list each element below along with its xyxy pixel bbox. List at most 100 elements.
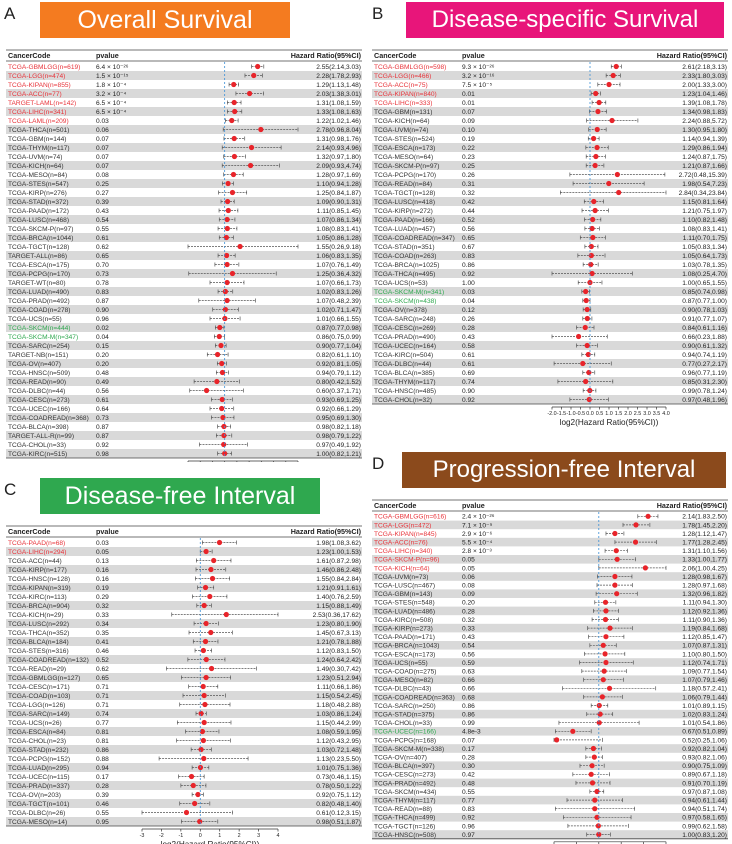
pvalue-label: 2.8 × 10⁻³ xyxy=(462,548,492,555)
hazard-ratio-point xyxy=(229,270,236,277)
hazard-ratio-label: 0.85(0.74,0.98) xyxy=(682,289,727,296)
hazard-ratio-label: 1.28(0.98,1.67) xyxy=(682,574,727,581)
pvalue-label: 0.05 xyxy=(462,557,475,564)
pvalue-label: 0.54 xyxy=(462,643,475,650)
hazard-ratio-point xyxy=(225,198,231,205)
pvalue-label: 9.3 × 10⁻²⁶ xyxy=(462,64,495,71)
hazard-ratio-label: 2.09(0.93,4.74) xyxy=(316,163,361,170)
hazard-ratio-label: 0.92(0.81,1.05) xyxy=(316,361,361,368)
row-stripe xyxy=(372,287,728,296)
cancer-code-label: TCGA-COADREAD(n=368) xyxy=(8,415,89,422)
pvalue-label: 0.10 xyxy=(462,127,475,134)
cancer-code-label: TCGA-UVM(n=73) xyxy=(374,574,428,581)
cancer-code-label: TCGA-BRCA(n=1044) xyxy=(8,235,73,242)
pvalue-label: 0.54 xyxy=(96,217,109,224)
hazard-ratio-point xyxy=(591,135,597,142)
hazard-ratio-label: 0.91(0.70,1.19) xyxy=(682,780,727,787)
hazard-ratio-label: 0.94(0.74,1.19) xyxy=(682,352,727,359)
pvalue-label: 0.07 xyxy=(96,136,109,143)
hazard-ratio-label: 1.00(0.83,1.20) xyxy=(682,832,727,839)
pvalue-label: 0.77 xyxy=(96,720,109,727)
row-stripe xyxy=(372,341,728,350)
cancer-code-label: TCGA-BLCA(n=184) xyxy=(8,639,69,646)
hazard-ratio-point xyxy=(222,288,228,295)
pvalue-label: 0.86 xyxy=(462,712,475,719)
hazard-ratio-label: 1.09(0.90,1.31) xyxy=(316,199,361,206)
pvalue-label: 0.17 xyxy=(462,746,475,753)
header-cancer-code: CancerCode xyxy=(8,51,50,60)
hazard-ratio-point xyxy=(584,342,590,349)
hazard-ratio-label: 1.08(0.83,1.41) xyxy=(316,226,361,233)
pvalue-label: 0.32 xyxy=(96,603,109,610)
hazard-ratio-label: 1.11(0.70,1.75) xyxy=(683,235,727,242)
cancer-code-label: TCGA-READ(n=84) xyxy=(374,181,432,188)
pvalue-label: 0.52 xyxy=(462,217,475,224)
hazard-ratio-point xyxy=(224,279,230,286)
pvalue-label: 0.94 xyxy=(96,765,109,772)
hazard-ratio-label: 0.98(0.79,1.22) xyxy=(316,433,361,440)
hazard-ratio-point xyxy=(582,324,588,331)
pvalue-label: 0.27 xyxy=(96,190,109,197)
pvalue-label: 0.96 xyxy=(96,316,109,323)
row-stripe xyxy=(372,623,728,633)
hazard-ratio-label: 1.25(0.84,1.87) xyxy=(316,190,361,197)
hazard-ratio-point xyxy=(589,763,595,769)
hazard-ratio-point xyxy=(203,548,209,555)
row-stripe xyxy=(6,619,362,628)
forest-plot: CancerCode pvalue Hazard Ratio(95%CI) TCGA-… xyxy=(6,525,362,844)
hazard-ratio-point xyxy=(224,225,230,232)
row-stripe xyxy=(372,179,728,188)
hazard-ratio-point xyxy=(223,611,229,618)
cancer-code-label: TCGA-CESC(n=273) xyxy=(374,772,436,779)
pvalue-label: 0.64 xyxy=(96,406,109,413)
cancer-code-label: TCGA-ESCA(n=173) xyxy=(374,145,435,152)
hazard-ratio-point xyxy=(230,171,237,178)
cancer-code-label: TCGA-LGG(n=466) xyxy=(374,73,431,80)
row-stripe xyxy=(372,89,728,98)
row-stripe xyxy=(372,606,728,616)
cancer-code-label: TCGA-PCPG(n=152) xyxy=(8,756,70,763)
pvalue-label: 0.32 xyxy=(462,617,475,624)
cancer-code-label: TCGA-PRAD(n=490) xyxy=(374,334,436,341)
hazard-ratio-point xyxy=(208,665,215,672)
cancer-code-label: TCGA-GBMLGG(n=598) xyxy=(374,64,446,71)
hazard-ratio-label: 1.09(0.77,1.54) xyxy=(682,669,727,676)
pvalue-label: 0.35 xyxy=(96,630,109,637)
pvalue-label: 0.25 xyxy=(96,181,109,188)
cancer-code-label: TCGA-CHOL(n=23) xyxy=(8,738,66,745)
row-stripe xyxy=(6,431,362,440)
hazard-ratio-label: 0.90(0.78,1.03) xyxy=(682,307,727,314)
cancer-code-label: TCGA-KIRP(n=272) xyxy=(374,208,433,215)
hazard-ratio-point xyxy=(201,719,207,726)
cancer-code-label: TCGA-THYM(n=117) xyxy=(374,379,436,386)
cancer-code-label: TCGA-LUSC(n=418) xyxy=(374,199,435,206)
pvalue-label: 0.61 xyxy=(96,235,109,242)
header-cancer-code: CancerCode xyxy=(374,51,416,60)
hazard-ratio-point xyxy=(554,737,560,743)
pvalue-label: 0.65 xyxy=(96,253,109,260)
cancer-code-label: TCGA-UCS(n=53) xyxy=(374,280,428,287)
hazard-ratio-label: 1.02(0.71,1.47) xyxy=(316,307,361,314)
hazard-ratio-point xyxy=(576,333,582,340)
cancer-code-label: TCGA-LGG(n=472) xyxy=(374,522,431,529)
cancer-code-label: TCGA-THCA(n=495) xyxy=(374,271,435,278)
cancer-code-label: TCGA-SKCM-M(n=347) xyxy=(8,334,78,341)
pvalue-label: 0.26 xyxy=(462,316,475,323)
hazard-ratio-label: 1.11(0.85,1.45) xyxy=(317,208,361,215)
hazard-ratio-point xyxy=(570,728,576,734)
hazard-ratio-label: 0.94(0.61,1.44) xyxy=(682,798,727,805)
hazard-ratio-point xyxy=(200,683,206,690)
hazard-ratio-label: 1.05(0.86,1.28) xyxy=(316,235,361,242)
hazard-ratio-label: 1.30(0.95,1.80) xyxy=(682,127,727,134)
pvalue-label: 0.28 xyxy=(462,755,475,762)
hazard-ratio-point xyxy=(607,625,613,631)
pvalue-label: 0.56 xyxy=(462,651,475,658)
hazard-ratio-point xyxy=(222,450,228,457)
pvalue-label: 0.92 xyxy=(462,815,475,822)
pvalue-label: 0.61 xyxy=(462,361,475,368)
hazard-ratio-point xyxy=(595,823,601,829)
pvalue-label: 0.92 xyxy=(462,397,475,404)
hazard-ratio-point xyxy=(223,234,229,241)
hazard-ratio-label: 2.24(0.88,5.72) xyxy=(682,118,727,125)
row-stripe xyxy=(372,744,728,753)
